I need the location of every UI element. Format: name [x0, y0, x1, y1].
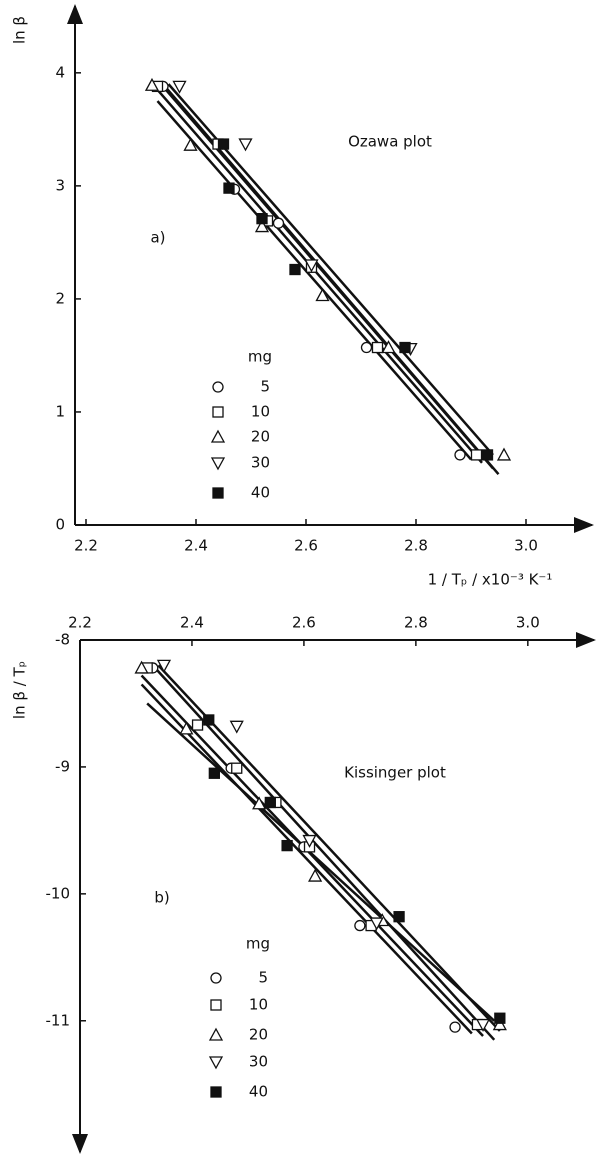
- legend-marker: [210, 972, 222, 984]
- point: [381, 340, 396, 354]
- panel-label: b): [154, 889, 169, 907]
- point: [254, 219, 270, 233]
- x-tick-label: 2.6: [294, 537, 318, 555]
- point: [393, 911, 405, 923]
- fit-line: [157, 664, 501, 1032]
- legend-label: 10: [249, 996, 268, 1014]
- point: [492, 1017, 507, 1031]
- point: [231, 762, 243, 774]
- legend-marker: [212, 487, 224, 499]
- point: [496, 447, 512, 461]
- fit-line: [162, 85, 494, 470]
- y-tick-label: -10: [46, 884, 71, 902]
- point: [315, 288, 330, 302]
- x-axis-label: 1 / Tₚ / x10⁻³ K⁻¹: [428, 571, 553, 589]
- panel-label: a): [150, 229, 165, 247]
- point: [454, 449, 466, 461]
- point: [256, 213, 268, 225]
- legend-marker: [210, 1086, 222, 1098]
- y-tick-label: -8: [55, 631, 70, 649]
- x-tick-label: 3.0: [516, 614, 540, 632]
- legend-label: 5: [260, 378, 270, 396]
- x-tick-label: 2.6: [292, 614, 316, 632]
- fit-line: [146, 702, 496, 1022]
- legend-title: mg: [248, 348, 272, 366]
- x-tick-label: 2.8: [404, 537, 428, 555]
- x-tick-label: 2.2: [68, 614, 92, 632]
- point: [264, 796, 276, 809]
- point: [191, 719, 204, 731]
- point: [470, 449, 483, 461]
- legend-marker: [210, 429, 226, 443]
- legend-marker: [212, 406, 224, 418]
- legend-label: 30: [249, 1053, 268, 1071]
- fit-line: [156, 88, 483, 464]
- point: [494, 1012, 506, 1024]
- point: [302, 834, 317, 848]
- point: [272, 217, 285, 229]
- point: [179, 721, 194, 735]
- legend-label: 30: [251, 454, 270, 472]
- legend-marker: [210, 999, 222, 1011]
- y-tick-label: 0: [55, 516, 65, 534]
- x-tick-label: 3.0: [514, 537, 538, 555]
- point: [156, 659, 172, 673]
- point: [238, 138, 253, 152]
- point: [208, 767, 220, 779]
- point: [371, 341, 384, 354]
- legend-label: 40: [249, 1083, 268, 1101]
- legend-label: 10: [251, 403, 270, 421]
- point: [144, 77, 160, 91]
- point: [360, 341, 373, 354]
- fit-line: [140, 683, 473, 1035]
- y-axis-label: ln β: [11, 16, 29, 44]
- point: [229, 720, 244, 734]
- point: [252, 796, 267, 810]
- fit-line: [151, 664, 496, 1041]
- y-tick-label: 4: [55, 63, 65, 81]
- x-tick-label: 2.4: [184, 537, 208, 555]
- legend-marker: [212, 381, 224, 393]
- point: [449, 1021, 461, 1033]
- point: [172, 80, 187, 94]
- legend-title: mg: [246, 935, 270, 953]
- point: [369, 917, 384, 931]
- point: [134, 660, 149, 674]
- point: [481, 449, 494, 461]
- legend-label: 40: [251, 484, 270, 502]
- x-tick-label: 2.4: [180, 614, 204, 632]
- legend-label: 20: [249, 1026, 268, 1044]
- y-tick-label: 1: [55, 402, 65, 420]
- y-axis-label: ln β / Tₚ: [11, 661, 29, 719]
- x-tick-label: 2.2: [74, 537, 98, 555]
- y-tick-label: 2: [55, 289, 65, 307]
- point: [289, 263, 301, 276]
- point: [399, 341, 411, 354]
- point: [203, 714, 215, 726]
- legend-marker: [210, 457, 226, 471]
- annotation: Kissinger plot: [344, 764, 446, 782]
- legend-label: 5: [258, 969, 268, 987]
- y-tick-label: -9: [55, 757, 70, 775]
- fit-line: [156, 100, 472, 461]
- legend-marker: [208, 1056, 224, 1070]
- point: [217, 138, 230, 150]
- point: [354, 919, 366, 932]
- point: [304, 259, 319, 273]
- legend-marker: [208, 1027, 224, 1041]
- point: [183, 137, 198, 151]
- y-tick-label: -11: [46, 1011, 71, 1029]
- legend-label: 20: [251, 428, 270, 446]
- point: [281, 839, 293, 852]
- point: [475, 1018, 491, 1032]
- y-tick-label: 3: [55, 176, 65, 194]
- annotation: Ozawa plot: [348, 133, 432, 151]
- point: [308, 868, 323, 882]
- x-tick-label: 2.8: [404, 614, 428, 632]
- point: [223, 182, 235, 194]
